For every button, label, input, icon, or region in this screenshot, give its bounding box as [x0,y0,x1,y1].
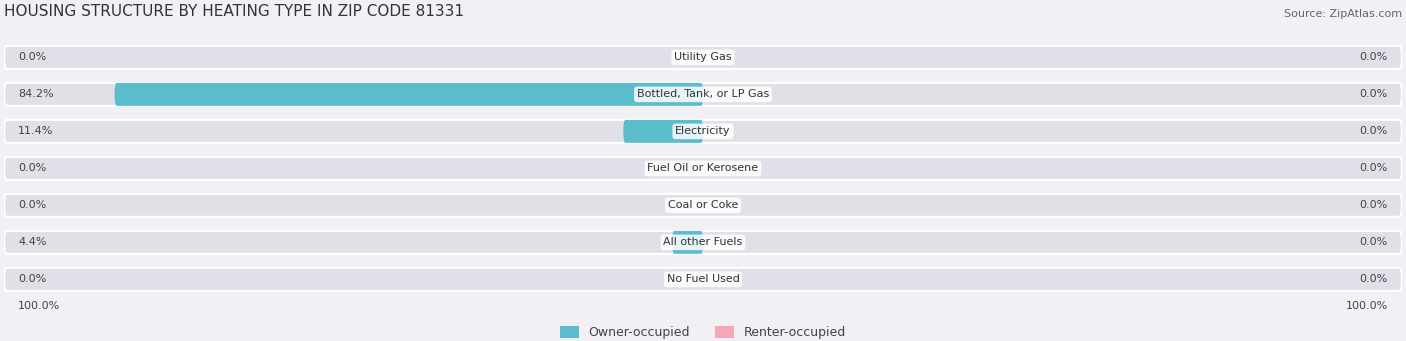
Text: Electricity: Electricity [675,127,731,136]
Text: 11.4%: 11.4% [18,127,53,136]
Text: Source: ZipAtlas.com: Source: ZipAtlas.com [1284,9,1402,18]
Text: 0.0%: 0.0% [1360,201,1388,210]
FancyBboxPatch shape [4,83,1402,106]
Text: 0.0%: 0.0% [1360,53,1388,62]
Text: Bottled, Tank, or LP Gas: Bottled, Tank, or LP Gas [637,89,769,99]
Text: 0.0%: 0.0% [1360,89,1388,99]
FancyBboxPatch shape [4,268,1402,291]
Text: 84.2%: 84.2% [18,89,53,99]
Text: 0.0%: 0.0% [1360,275,1388,284]
Text: No Fuel Used: No Fuel Used [666,275,740,284]
Text: 0.0%: 0.0% [18,163,46,173]
Text: 0.0%: 0.0% [1360,237,1388,247]
FancyBboxPatch shape [623,120,703,143]
Text: Fuel Oil or Kerosene: Fuel Oil or Kerosene [647,163,759,173]
FancyBboxPatch shape [4,231,1402,254]
Text: 0.0%: 0.0% [18,275,46,284]
Legend: Owner-occupied, Renter-occupied: Owner-occupied, Renter-occupied [560,326,846,339]
Text: Coal or Coke: Coal or Coke [668,201,738,210]
Text: 4.4%: 4.4% [18,237,46,247]
FancyBboxPatch shape [4,46,1402,69]
Text: 100.0%: 100.0% [1346,301,1388,311]
FancyBboxPatch shape [4,157,1402,180]
Text: 100.0%: 100.0% [18,301,60,311]
FancyBboxPatch shape [4,194,1402,217]
Text: 0.0%: 0.0% [18,201,46,210]
FancyBboxPatch shape [672,231,703,254]
FancyBboxPatch shape [4,120,1402,143]
Text: Utility Gas: Utility Gas [675,53,731,62]
Text: 0.0%: 0.0% [1360,127,1388,136]
Text: HOUSING STRUCTURE BY HEATING TYPE IN ZIP CODE 81331: HOUSING STRUCTURE BY HEATING TYPE IN ZIP… [4,3,464,18]
FancyBboxPatch shape [114,83,703,106]
Text: 0.0%: 0.0% [1360,163,1388,173]
Text: 0.0%: 0.0% [18,53,46,62]
Text: All other Fuels: All other Fuels [664,237,742,247]
